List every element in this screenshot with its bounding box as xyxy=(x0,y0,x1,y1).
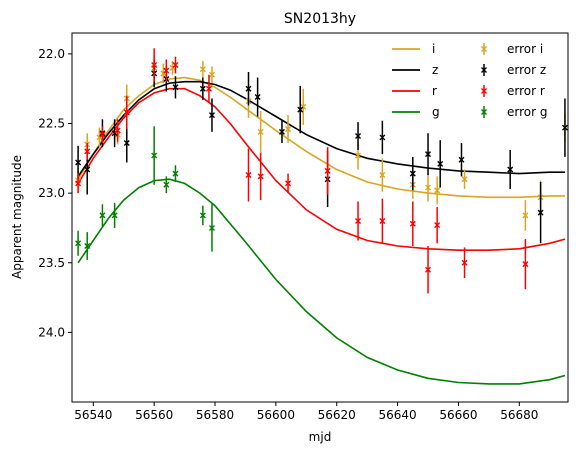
y-axis-label: Apparent magnitude xyxy=(10,155,24,279)
legend-label-i-error: error i xyxy=(507,42,543,56)
legend-label-g-error: error g xyxy=(507,105,547,119)
y-tick-label: 22.0 xyxy=(38,47,65,61)
curves-group xyxy=(78,78,565,384)
y-tick-label: 22.5 xyxy=(38,117,65,131)
errorbars-group xyxy=(76,48,568,293)
legend-label-r: r xyxy=(432,84,437,98)
x-axis-label: mjd xyxy=(309,430,332,444)
x-tick-label: 56540 xyxy=(74,408,112,422)
chart-title: SN2013hy xyxy=(284,11,356,27)
plot-area xyxy=(76,48,568,384)
curve-z xyxy=(78,82,565,177)
x-tick-label: 56640 xyxy=(379,408,417,422)
x-tick-label: 56660 xyxy=(439,408,477,422)
x-tick-label: 56560 xyxy=(135,408,173,422)
legend-label-r-error: error r xyxy=(507,84,545,98)
legend-label-i: i xyxy=(432,42,435,56)
x-tick-label: 56600 xyxy=(257,408,295,422)
y-tick-label: 24.0 xyxy=(38,325,65,339)
y-tick-label: 23.5 xyxy=(38,256,65,270)
legend-label-z-error: error z xyxy=(507,63,546,77)
y-tick-label: 23.0 xyxy=(38,186,65,200)
curve-g xyxy=(78,179,565,384)
x-tick-label: 56620 xyxy=(318,408,356,422)
x-tick-label: 56580 xyxy=(196,408,234,422)
legend-label-z: z xyxy=(432,63,438,77)
legend-label-g: g xyxy=(432,105,440,119)
x-tick-label: 56680 xyxy=(500,408,538,422)
plot-frame xyxy=(72,33,568,402)
curve-r xyxy=(78,89,565,251)
